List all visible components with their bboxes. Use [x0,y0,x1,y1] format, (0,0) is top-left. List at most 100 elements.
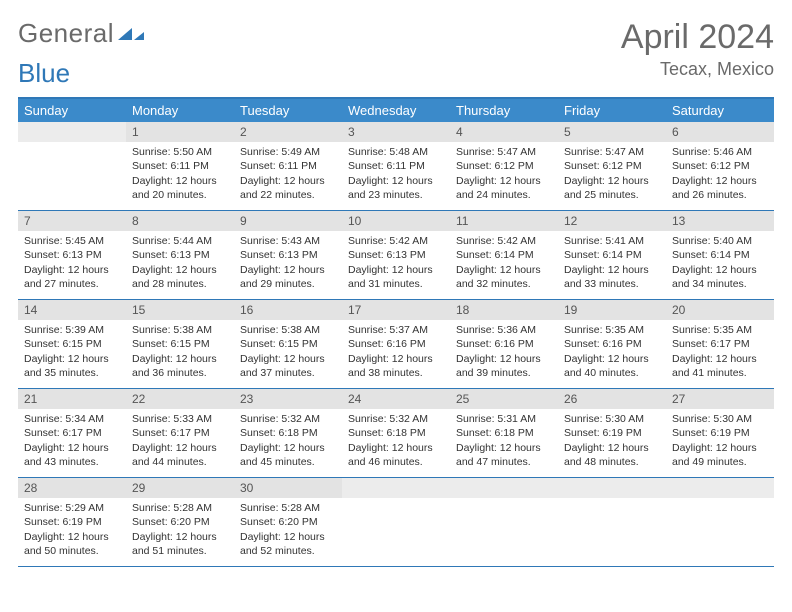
day-cell: 28Sunrise: 5:29 AMSunset: 6:19 PMDayligh… [18,478,126,566]
day-number: 28 [18,478,126,498]
sunrise-text: Sunrise: 5:47 AM [456,145,552,159]
day-cell: 27Sunrise: 5:30 AMSunset: 6:19 PMDayligh… [666,389,774,477]
daylight-text: Daylight: 12 hours and 32 minutes. [456,263,552,291]
sunset-text: Sunset: 6:15 PM [24,337,120,351]
sunrise-text: Sunrise: 5:32 AM [240,412,336,426]
week-row: 1Sunrise: 5:50 AMSunset: 6:11 PMDaylight… [18,122,774,211]
day-number: 9 [234,211,342,231]
day-details: Sunrise: 5:34 AMSunset: 6:17 PMDaylight:… [18,409,126,475]
day-number: 12 [558,211,666,231]
day-number: 10 [342,211,450,231]
day-number: 29 [126,478,234,498]
daylight-text: Daylight: 12 hours and 50 minutes. [24,530,120,558]
day-number: 7 [18,211,126,231]
day-number: 26 [558,389,666,409]
day-details: Sunrise: 5:28 AMSunset: 6:20 PMDaylight:… [234,498,342,564]
sunset-text: Sunset: 6:16 PM [564,337,660,351]
week-row: 28Sunrise: 5:29 AMSunset: 6:19 PMDayligh… [18,478,774,567]
day-number: 21 [18,389,126,409]
day-cell: 14Sunrise: 5:39 AMSunset: 6:15 PMDayligh… [18,300,126,388]
day-number: 20 [666,300,774,320]
daylight-text: Daylight: 12 hours and 23 minutes. [348,174,444,202]
sunset-text: Sunset: 6:20 PM [240,515,336,529]
daylight-text: Daylight: 12 hours and 44 minutes. [132,441,228,469]
daylight-text: Daylight: 12 hours and 52 minutes. [240,530,336,558]
daylight-text: Daylight: 12 hours and 48 minutes. [564,441,660,469]
dayname-monday: Monday [126,99,234,122]
week-row: 21Sunrise: 5:34 AMSunset: 6:17 PMDayligh… [18,389,774,478]
sunrise-text: Sunrise: 5:36 AM [456,323,552,337]
daylight-text: Daylight: 12 hours and 35 minutes. [24,352,120,380]
day-cell: 25Sunrise: 5:31 AMSunset: 6:18 PMDayligh… [450,389,558,477]
day-number: 16 [234,300,342,320]
daylight-text: Daylight: 12 hours and 43 minutes. [24,441,120,469]
day-cell: 6Sunrise: 5:46 AMSunset: 6:12 PMDaylight… [666,122,774,210]
sunset-text: Sunset: 6:14 PM [672,248,768,262]
sunset-text: Sunset: 6:12 PM [456,159,552,173]
sunrise-text: Sunrise: 5:32 AM [348,412,444,426]
day-cell [666,478,774,566]
day-cell: 11Sunrise: 5:42 AMSunset: 6:14 PMDayligh… [450,211,558,299]
sunrise-text: Sunrise: 5:48 AM [348,145,444,159]
day-number [558,478,666,498]
sunset-text: Sunset: 6:14 PM [456,248,552,262]
day-number: 18 [450,300,558,320]
day-details: Sunrise: 5:39 AMSunset: 6:15 PMDaylight:… [18,320,126,386]
day-details: Sunrise: 5:38 AMSunset: 6:15 PMDaylight:… [126,320,234,386]
dayname-thursday: Thursday [450,99,558,122]
day-number: 15 [126,300,234,320]
day-cell: 20Sunrise: 5:35 AMSunset: 6:17 PMDayligh… [666,300,774,388]
day-details: Sunrise: 5:50 AMSunset: 6:11 PMDaylight:… [126,142,234,208]
day-number: 11 [450,211,558,231]
daylight-text: Daylight: 12 hours and 37 minutes. [240,352,336,380]
day-cell [18,122,126,210]
sunset-text: Sunset: 6:11 PM [348,159,444,173]
sunrise-text: Sunrise: 5:47 AM [564,145,660,159]
daylight-text: Daylight: 12 hours and 49 minutes. [672,441,768,469]
logo-text-blue: Blue [18,58,774,89]
day-details: Sunrise: 5:42 AMSunset: 6:14 PMDaylight:… [450,231,558,297]
sunset-text: Sunset: 6:19 PM [564,426,660,440]
day-cell: 2Sunrise: 5:49 AMSunset: 6:11 PMDaylight… [234,122,342,210]
day-number: 19 [558,300,666,320]
sunrise-text: Sunrise: 5:35 AM [564,323,660,337]
day-details: Sunrise: 5:35 AMSunset: 6:16 PMDaylight:… [558,320,666,386]
day-details: Sunrise: 5:30 AMSunset: 6:19 PMDaylight:… [558,409,666,475]
sunrise-text: Sunrise: 5:42 AM [456,234,552,248]
sunrise-text: Sunrise: 5:35 AM [672,323,768,337]
daylight-text: Daylight: 12 hours and 36 minutes. [132,352,228,380]
day-details: Sunrise: 5:36 AMSunset: 6:16 PMDaylight:… [450,320,558,386]
day-cell: 26Sunrise: 5:30 AMSunset: 6:19 PMDayligh… [558,389,666,477]
sunset-text: Sunset: 6:12 PM [564,159,660,173]
day-number: 14 [18,300,126,320]
sunset-text: Sunset: 6:15 PM [132,337,228,351]
day-number: 30 [234,478,342,498]
sunrise-text: Sunrise: 5:50 AM [132,145,228,159]
daylight-text: Daylight: 12 hours and 33 minutes. [564,263,660,291]
sunset-text: Sunset: 6:16 PM [456,337,552,351]
day-cell: 4Sunrise: 5:47 AMSunset: 6:12 PMDaylight… [450,122,558,210]
day-number: 22 [126,389,234,409]
day-number: 25 [450,389,558,409]
daylight-text: Daylight: 12 hours and 40 minutes. [564,352,660,380]
dayname-wednesday: Wednesday [342,99,450,122]
sunset-text: Sunset: 6:11 PM [132,159,228,173]
week-row: 14Sunrise: 5:39 AMSunset: 6:15 PMDayligh… [18,300,774,389]
daylight-text: Daylight: 12 hours and 22 minutes. [240,174,336,202]
day-details: Sunrise: 5:45 AMSunset: 6:13 PMDaylight:… [18,231,126,297]
day-details: Sunrise: 5:29 AMSunset: 6:19 PMDaylight:… [18,498,126,564]
day-cell: 23Sunrise: 5:32 AMSunset: 6:18 PMDayligh… [234,389,342,477]
sunrise-text: Sunrise: 5:30 AM [672,412,768,426]
daylight-text: Daylight: 12 hours and 28 minutes. [132,263,228,291]
day-number: 23 [234,389,342,409]
day-number [666,478,774,498]
day-details: Sunrise: 5:48 AMSunset: 6:11 PMDaylight:… [342,142,450,208]
daylight-text: Daylight: 12 hours and 46 minutes. [348,441,444,469]
dayname-sunday: Sunday [18,99,126,122]
sunrise-text: Sunrise: 5:38 AM [132,323,228,337]
daylight-text: Daylight: 12 hours and 26 minutes. [672,174,768,202]
day-cell: 22Sunrise: 5:33 AMSunset: 6:17 PMDayligh… [126,389,234,477]
daylight-text: Daylight: 12 hours and 20 minutes. [132,174,228,202]
day-cell: 30Sunrise: 5:28 AMSunset: 6:20 PMDayligh… [234,478,342,566]
day-number: 8 [126,211,234,231]
